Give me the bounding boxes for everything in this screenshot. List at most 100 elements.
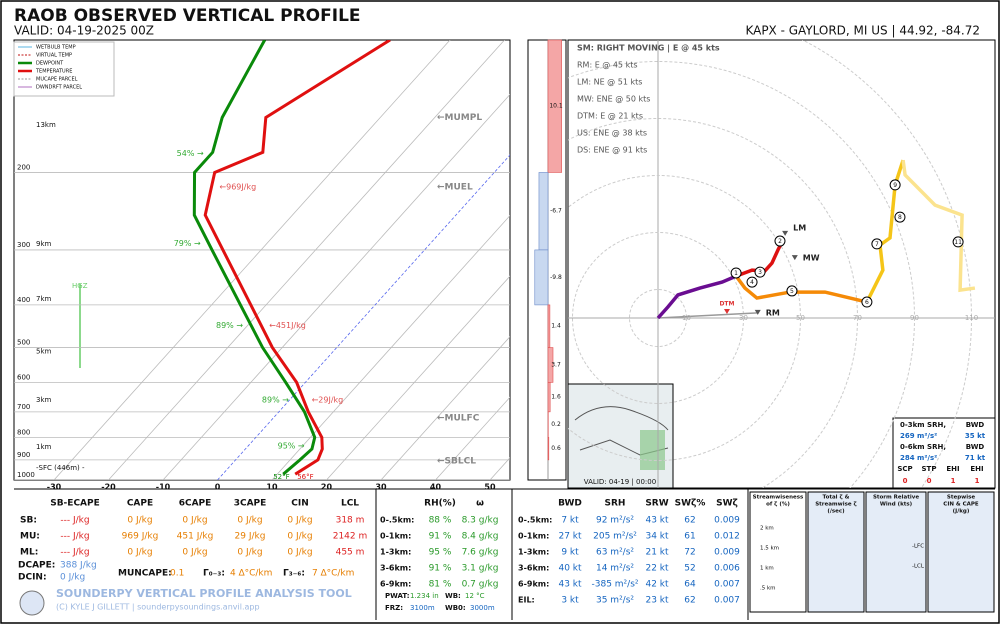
column-value: 10.1 <box>549 103 563 110</box>
table-cell: 42 kt <box>645 580 669 590</box>
row-label: 0-1km: <box>380 532 411 541</box>
hodo-trace <box>735 239 785 278</box>
srh-cell: 71 kt <box>965 454 986 462</box>
table-cell: 318 m <box>336 516 365 526</box>
column-bar <box>538 172 549 251</box>
table-cell: 0.007 <box>714 596 740 606</box>
extra-label: DCIN: <box>18 573 47 583</box>
hodo-info: LM: NE @ 51 kts <box>577 78 642 87</box>
isotherm <box>217 154 510 480</box>
table-cell: 63 m²/s² <box>596 548 634 558</box>
extra-value: 12 °C <box>465 592 485 600</box>
column-value: 3.7 <box>551 361 561 368</box>
table-cell: 43 kt <box>645 516 669 526</box>
legend-label: DEWPOINT <box>36 61 64 67</box>
hodo-ring <box>801 40 972 488</box>
extra-value: 4 ∆°C/km <box>230 569 272 579</box>
row-label: 0-.5km: <box>380 516 414 525</box>
storm-label: RM <box>766 308 780 317</box>
column-bar <box>547 382 551 413</box>
panel-title: Streamwiseness <box>753 495 804 501</box>
storm-marker <box>754 309 761 315</box>
table-cell: 0.012 <box>714 532 740 542</box>
table-cell: 35 m²/s² <box>596 596 634 606</box>
row-label: 1-3km: <box>380 548 411 557</box>
panel-label: -LCL <box>912 564 925 570</box>
row-label: EIL: <box>518 596 535 605</box>
srh-box <box>892 417 996 489</box>
srh-cell: 0-3km SRH, <box>900 421 946 429</box>
isotherm <box>435 396 510 480</box>
panel-label: 1 km <box>760 566 774 572</box>
table-cell: 0 J/kg <box>287 516 312 526</box>
table-cell: 0.009 <box>714 548 740 558</box>
index-value: 0 <box>927 477 932 485</box>
table-cell: 72 <box>684 548 695 558</box>
isotherm <box>53 40 451 480</box>
table-cell: --- J/kg <box>60 532 89 542</box>
map-valid: VALID: 04-19 | 00:00 <box>584 478 656 486</box>
storm-label: MW <box>803 254 820 263</box>
row-label: 3-6km: <box>518 564 549 573</box>
x-tick-label: 20 <box>321 483 333 492</box>
table-cell: 3.1 g/kg <box>462 564 499 574</box>
y-tick-label: 800 <box>17 428 30 436</box>
marker-label: 6 <box>865 299 869 306</box>
extra-label: MUNCAPE: <box>118 569 172 579</box>
table-cell: --- J/kg <box>60 516 89 526</box>
rh-label: 89% → <box>216 321 243 330</box>
table-cell: 29 J/kg <box>235 532 266 542</box>
isotherm <box>326 275 510 480</box>
rh-label: 79% → <box>174 239 201 248</box>
panel-title: Storm Relative <box>873 495 919 501</box>
extra-label: WB: <box>445 592 461 600</box>
table-cell: 0 J/kg <box>237 548 262 558</box>
height-label: 13km <box>36 121 56 129</box>
isotherm <box>108 40 505 480</box>
ring-label: 50 <box>796 314 805 322</box>
x-tick-label: 10 <box>266 483 278 492</box>
panel-title: Stepwise <box>947 495 975 501</box>
column-value: 1.6 <box>551 394 561 401</box>
y-tick-label: 700 <box>17 403 30 411</box>
index-value: 1 <box>975 477 980 485</box>
table-cell: 81 % <box>429 580 452 590</box>
table-cell: 205 m²/s² <box>593 532 637 542</box>
table-cell: 95 % <box>429 548 452 558</box>
table-cell: 969 J/kg <box>122 532 159 542</box>
hodo-marker <box>889 179 901 191</box>
table-cell: 23 kt <box>645 596 669 606</box>
isotherm <box>380 336 510 480</box>
column-value: -6.7 <box>550 208 562 215</box>
row-label: SB: <box>20 516 37 526</box>
row-label: MU: <box>20 532 40 542</box>
hodo-marker <box>746 276 758 288</box>
y-tick-label: 200 <box>17 163 30 171</box>
logo <box>19 590 45 616</box>
extra-value: 3000m <box>470 604 495 612</box>
extra-value: 3100m <box>410 604 435 612</box>
table-header: ω <box>476 499 484 509</box>
legend-label: WETBULB TEMP <box>36 45 76 51</box>
hodo-trace <box>734 275 868 304</box>
table-cell: 64 <box>684 580 696 590</box>
column-value: 1.4 <box>551 323 561 330</box>
table-cell: 7.6 g/kg <box>462 548 499 558</box>
column-value: 0.6 <box>551 445 561 452</box>
skewt-plot <box>14 40 510 480</box>
marker-label: 2 <box>778 238 782 245</box>
table-cell: 0 J/kg <box>287 548 312 558</box>
panel-title: Total ζ & <box>823 495 850 501</box>
table-cell: 0.009 <box>714 516 740 526</box>
marker-label: 7 <box>875 241 879 248</box>
table-cell: 43 kt <box>558 580 582 590</box>
panel-title: (J/kg) <box>953 509 970 515</box>
hodo-marker <box>952 236 964 248</box>
table-cell: 27 kt <box>558 532 582 542</box>
parcel-level: ←MUMPL <box>437 113 482 123</box>
extra-label: DCAPE: <box>18 561 55 571</box>
x-tick-label: -10 <box>156 483 171 492</box>
extra-label: Γ₃₋₆: <box>283 569 305 579</box>
table-cell: 0.006 <box>714 564 740 574</box>
